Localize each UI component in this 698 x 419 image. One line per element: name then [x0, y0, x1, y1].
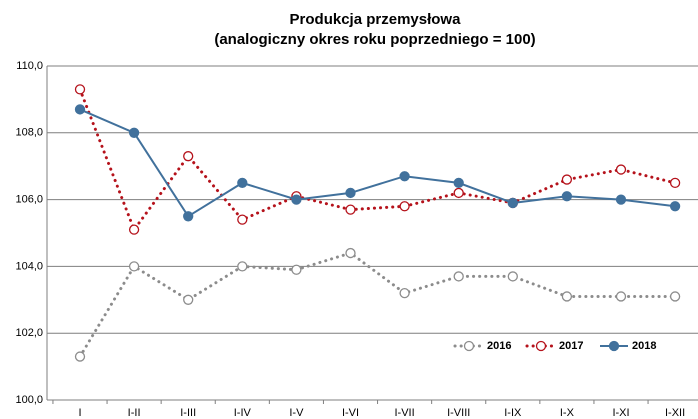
- point: [345, 204, 356, 215]
- legend-marker: [535, 340, 547, 352]
- point: [74, 84, 86, 95]
- y-tick-label: 104,0: [15, 260, 43, 272]
- point: [615, 291, 627, 302]
- point: [237, 261, 248, 272]
- point: [561, 174, 573, 185]
- point: [453, 271, 464, 282]
- point: [615, 164, 627, 175]
- point: [128, 224, 140, 235]
- chart-title: Produkcja przemysłowa: [290, 11, 462, 28]
- point: [345, 187, 356, 199]
- point: [183, 151, 194, 162]
- legend-marker: [463, 340, 475, 352]
- series-line: [78, 251, 677, 359]
- legend-label: 2018: [632, 340, 656, 352]
- point: [399, 287, 410, 299]
- point: [507, 197, 518, 209]
- x-tick-label: I-IV: [234, 407, 252, 419]
- chart-subtitle: (analogiczny okres roku poprzedniego = 1…: [214, 31, 535, 48]
- point: [669, 291, 681, 302]
- point: [453, 187, 464, 199]
- y-tick-label: 110,0: [16, 60, 43, 72]
- y-tick-label: 108,0: [15, 127, 43, 139]
- point: [128, 127, 140, 138]
- series-line: [79, 108, 676, 218]
- x-tick-label: I-VII: [395, 407, 415, 419]
- point: [561, 191, 573, 202]
- x-tick-label: I-II: [128, 407, 141, 419]
- x-tick-label: I: [78, 407, 81, 419]
- point: [399, 171, 410, 182]
- point: [453, 177, 464, 189]
- point: [183, 211, 194, 222]
- point: [183, 294, 194, 305]
- y-tick-label: 106,0: [15, 194, 43, 206]
- point: [74, 351, 86, 362]
- x-tick-label: I-X: [560, 407, 575, 419]
- point: [669, 177, 681, 189]
- legend-label: 2017: [559, 340, 583, 352]
- x-tick-label: I-XII: [665, 407, 685, 419]
- point: [345, 247, 356, 259]
- y-tick-label: 102,0: [15, 327, 43, 339]
- point: [615, 194, 627, 205]
- point: [561, 291, 573, 302]
- y-tick-label: 100,0: [15, 394, 43, 406]
- point: [291, 194, 302, 205]
- point: [128, 261, 140, 272]
- x-tick-label: I-VIII: [447, 407, 470, 419]
- point: [74, 104, 86, 115]
- point: [237, 214, 248, 225]
- point: [399, 201, 410, 212]
- point: [507, 271, 518, 282]
- point: [237, 177, 248, 189]
- x-tick-label: I-V: [289, 407, 304, 419]
- x-tick-label: I-XI: [612, 407, 629, 419]
- series-line: [78, 87, 677, 233]
- point: [291, 264, 302, 275]
- x-tick-label: I-VI: [342, 407, 359, 419]
- point: [669, 201, 681, 212]
- legend-marker: [608, 340, 620, 352]
- x-tick-label: I-IX: [504, 407, 522, 419]
- x-tick-label: I-III: [180, 407, 196, 419]
- legend-label: 2016: [487, 340, 511, 352]
